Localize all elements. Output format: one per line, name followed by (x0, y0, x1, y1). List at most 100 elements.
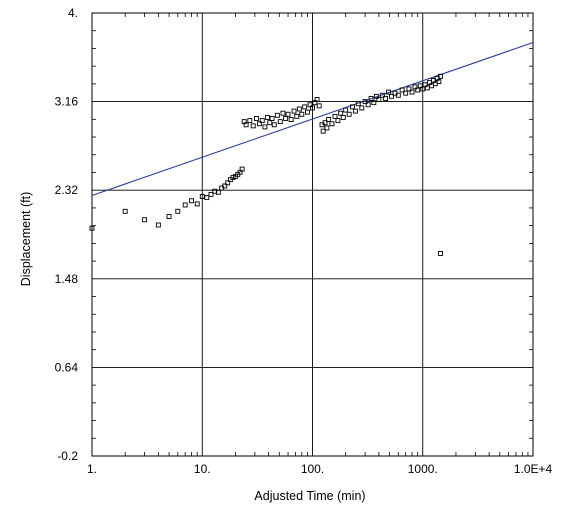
data-point (225, 180, 231, 186)
data-point (438, 73, 443, 79)
data-point (352, 108, 358, 114)
data-point (417, 83, 423, 89)
data-point (204, 195, 210, 201)
x-tick-label: 100. (301, 462, 324, 476)
data-point (294, 113, 300, 119)
data-point (189, 198, 195, 204)
data-point (280, 110, 286, 116)
data-point (253, 116, 259, 121)
data-point (155, 222, 161, 228)
data-point (340, 114, 346, 120)
y-tick-label: -0.2 (57, 449, 78, 463)
plot-frame (91, 12, 534, 457)
data-point (256, 121, 262, 127)
data-point (199, 194, 205, 199)
data-point (142, 217, 148, 223)
data-point (335, 118, 341, 124)
data-point (274, 112, 280, 118)
data-point (271, 122, 277, 128)
data-point (332, 113, 338, 119)
data-point (239, 166, 245, 172)
data-point (182, 202, 188, 208)
x-tick-labels: 1. 10. 100. 1000. 1.0E+4 (87, 462, 553, 476)
data-point (386, 89, 392, 95)
data-point (395, 92, 401, 98)
data-point (379, 92, 385, 98)
data-point (355, 101, 361, 107)
data-point (373, 93, 379, 99)
data-point (365, 102, 371, 108)
data-point (264, 114, 270, 120)
y-tick-label: 0.64 (55, 360, 79, 374)
data-point (388, 93, 394, 99)
data-point (438, 251, 443, 256)
data-point (399, 87, 405, 93)
data-point (250, 123, 256, 129)
data-point (230, 175, 236, 180)
data-point (316, 103, 322, 109)
data-point (329, 121, 335, 127)
fit-line-segment (91, 42, 534, 196)
data-point (359, 105, 365, 111)
data-point (285, 111, 291, 117)
data-point (343, 107, 349, 113)
data-point (302, 104, 308, 110)
data-point (166, 214, 172, 220)
data-point (349, 104, 355, 110)
data-point (383, 95, 389, 101)
data-point (212, 188, 218, 194)
data-point (291, 108, 297, 114)
data-point (299, 111, 305, 117)
data-point (324, 125, 330, 131)
data-point (296, 106, 302, 112)
data-point (215, 189, 221, 195)
data-point (262, 124, 268, 130)
data-point (243, 122, 249, 128)
data-point (406, 86, 412, 92)
data-point (320, 128, 326, 134)
data-points (89, 73, 443, 256)
data-point (346, 111, 352, 117)
data-point (288, 117, 294, 122)
fit-line (91, 42, 534, 196)
data-point (368, 95, 374, 101)
y-tick-label: 1.48 (55, 272, 79, 286)
data-point (267, 120, 273, 126)
data-point (194, 201, 200, 207)
data-point (409, 89, 415, 95)
grid-lines (91, 12, 534, 457)
data-point (362, 99, 368, 105)
x-axis-label: Adjusted Time (min) (254, 489, 365, 503)
y-tick-labels: -0.2 0.64 1.48 2.32 3.16 4. (55, 6, 79, 463)
data-point (208, 191, 214, 197)
data-point (436, 79, 442, 85)
data-point (338, 110, 344, 116)
data-point (305, 109, 310, 115)
data-point (371, 100, 377, 106)
data-point (326, 117, 332, 122)
data-point (247, 118, 253, 124)
x-tick-label: 1. (87, 462, 97, 476)
data-point (310, 105, 315, 111)
y-tick-label: 2.32 (55, 183, 79, 197)
data-point (412, 84, 418, 90)
data-point (89, 225, 95, 231)
y-axis-label: Displacement (ft) (19, 192, 33, 286)
x-tick-label: 1.0E+4 (514, 462, 553, 476)
data-point (277, 119, 283, 125)
data-point (269, 116, 275, 121)
data-point (222, 183, 228, 189)
data-point (175, 208, 181, 214)
data-point (122, 208, 128, 214)
data-point (376, 97, 382, 102)
data-point (314, 97, 320, 102)
x-tick-label: 1000. (408, 462, 438, 476)
data-point (259, 118, 265, 124)
data-point (307, 102, 313, 108)
y-tick-label: 4. (68, 6, 78, 20)
data-point (403, 90, 409, 96)
minor-ticks (92, 13, 533, 456)
data-point (283, 116, 289, 121)
data-point (322, 120, 328, 126)
